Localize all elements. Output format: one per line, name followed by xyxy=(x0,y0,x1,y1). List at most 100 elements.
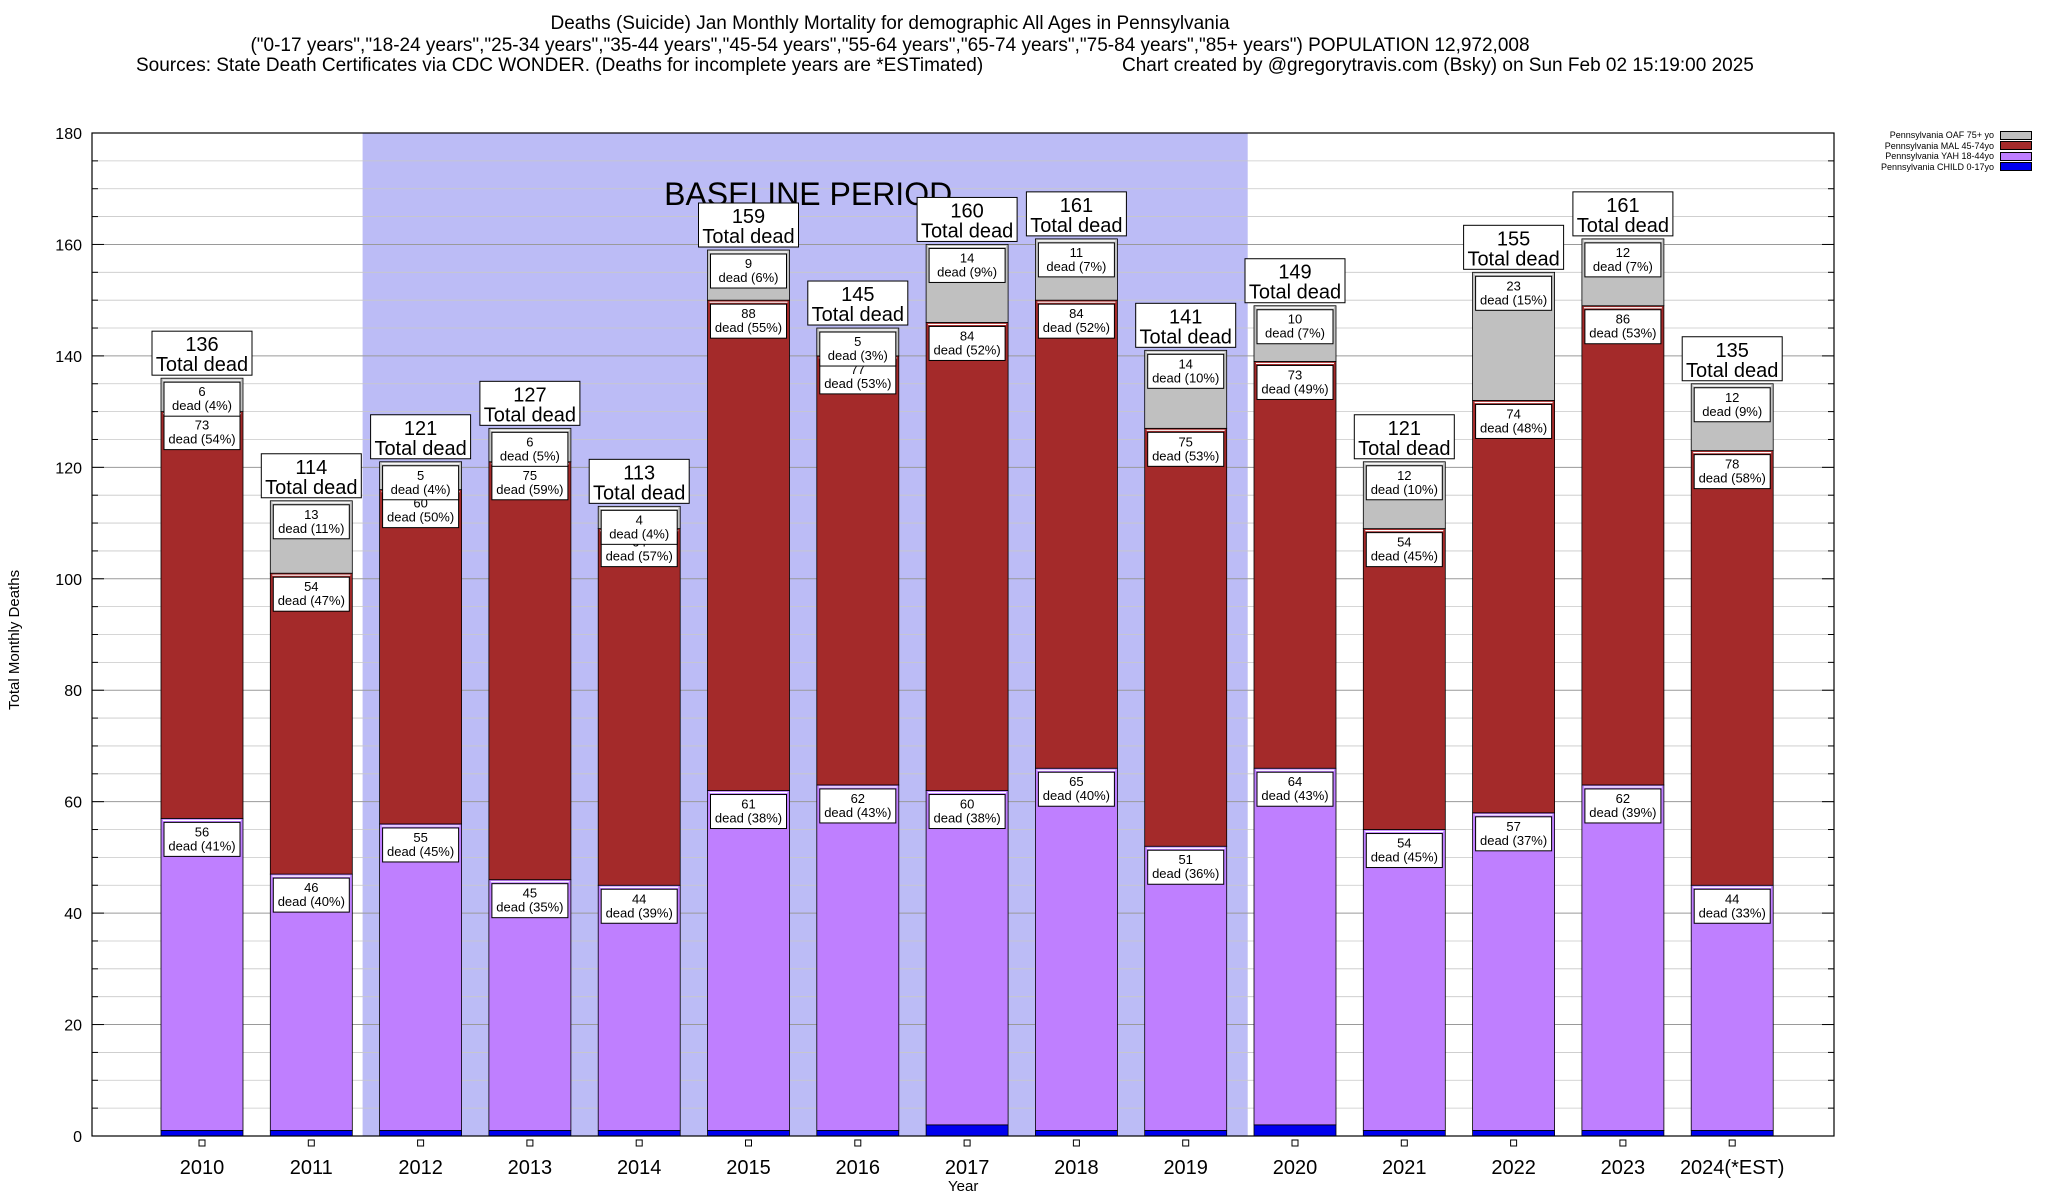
total-label-text: Total dead xyxy=(265,477,357,499)
legend-swatch xyxy=(2000,130,2032,140)
segment-label-pct: dead (3%) xyxy=(828,348,888,363)
segment-label-value: 65 xyxy=(1069,774,1083,789)
segment-label-pct: dead (35%) xyxy=(496,900,563,915)
bar-segment-mal xyxy=(379,489,463,825)
sources-text: Sources: State Death Certificates via CD… xyxy=(136,55,984,76)
segment-label-value: 55 xyxy=(413,830,427,845)
segment-label-value: 13 xyxy=(304,507,318,522)
segment-label-value: 54 xyxy=(1397,535,1411,550)
total-label-value: 145 xyxy=(841,284,874,306)
total-label-value: 160 xyxy=(950,200,983,222)
bar-segment-mal xyxy=(269,572,353,875)
segment-label-pct: dead (7%) xyxy=(1265,326,1325,341)
total-label-value: 161 xyxy=(1060,195,1093,217)
legend-label: Pennsylvania MAL 45-74yo xyxy=(1884,140,1994,151)
segment-label-box xyxy=(163,381,241,417)
total-label-value: 159 xyxy=(732,206,765,228)
segment-label-value: 23 xyxy=(1506,278,1520,293)
bar-segment-mal xyxy=(1690,450,1774,886)
segment-label-value: 57 xyxy=(1506,819,1520,834)
x-axis-marker xyxy=(198,1139,206,1147)
x-tick-label: 2017 xyxy=(945,1157,990,1179)
bar-segment-mal xyxy=(1581,305,1665,786)
segment-label-pct: dead (4%) xyxy=(609,526,669,541)
segment-label-value: 46 xyxy=(304,880,318,895)
segment-label-box xyxy=(1475,275,1553,311)
x-axis-marker xyxy=(1291,1139,1299,1147)
bar-segment-yah xyxy=(379,823,463,1131)
y-tick-label: 180 xyxy=(55,126,82,143)
total-label-box xyxy=(479,380,581,426)
bar-segment-child xyxy=(597,1130,681,1137)
segment-label-pct: dead (39%) xyxy=(1589,805,1656,820)
total-label-box xyxy=(807,280,909,326)
segment-label-value: 84 xyxy=(1069,306,1083,321)
segment-label-pct: dead (47%) xyxy=(278,593,345,608)
segment-label-pct: dead (5%) xyxy=(500,448,560,463)
bar-segment-mal xyxy=(707,299,790,791)
x-tick-label: 2019 xyxy=(1163,1157,1208,1179)
segment-label-pct: dead (45%) xyxy=(1371,850,1438,865)
credit-text: Chart created by @gregorytravis.com (Bsk… xyxy=(1122,55,1754,76)
segment-label-value: 86 xyxy=(1616,312,1630,327)
segment-label-pct: dead (7%) xyxy=(1046,259,1106,274)
bar-segment-mal xyxy=(816,355,900,786)
y-tick-label: 120 xyxy=(55,460,82,477)
bar-segment-child xyxy=(1472,1130,1555,1137)
x-axis-marker xyxy=(963,1139,971,1147)
segment-label-box xyxy=(1256,771,1334,807)
x-axis-marker xyxy=(1510,1139,1518,1147)
bar-segment-yah xyxy=(1144,845,1228,1131)
x-axis-marker xyxy=(1182,1139,1190,1147)
segment-label-value: 61 xyxy=(741,797,755,812)
total-label-box xyxy=(1025,191,1127,237)
segment-label-value: 6 xyxy=(198,384,205,399)
segment-label-box xyxy=(1256,309,1334,345)
segment-label-value: 75 xyxy=(1178,434,1192,449)
total-label-box xyxy=(151,330,253,376)
total-label-box xyxy=(1463,224,1565,270)
total-label-text: Total dead xyxy=(374,438,466,460)
segment-label-pct: dead (15%) xyxy=(1480,292,1547,307)
segment-label-pct: dead (59%) xyxy=(496,482,563,497)
x-tick-label: 2014 xyxy=(617,1157,662,1179)
segment-label-pct: dead (49%) xyxy=(1261,381,1328,396)
bar-segment-yah xyxy=(816,784,900,1131)
segment-label-value: 75 xyxy=(523,468,537,483)
bar-segment-child xyxy=(925,1124,1009,1137)
segment-label-box xyxy=(710,794,787,830)
total-label-text: Total dead xyxy=(1249,282,1341,304)
total-label-box xyxy=(916,196,1018,242)
total-label-text: Total dead xyxy=(1686,360,1778,382)
bar-segment-child xyxy=(269,1130,353,1137)
segment-label-value: 9 xyxy=(745,256,752,271)
segment-label-box xyxy=(1584,309,1662,345)
bar-segment-yah xyxy=(1253,767,1337,1126)
segment-label-box xyxy=(1693,387,1771,423)
legend-swatch xyxy=(2000,151,2032,161)
segment-label-box xyxy=(1147,431,1225,467)
segment-label-pct: dead (4%) xyxy=(172,398,232,413)
segment-label-box xyxy=(1037,242,1115,278)
y-tick-label: 100 xyxy=(55,572,82,589)
segment-label-value: 54 xyxy=(1397,836,1411,851)
y-tick-label: 20 xyxy=(64,1018,82,1035)
segment-label-pct: dead (10%) xyxy=(1152,370,1219,385)
x-axis-marker xyxy=(745,1139,752,1147)
segment-label-box xyxy=(491,883,569,919)
legend-item: Pennsylvania MAL 45-74yo xyxy=(1820,141,2032,152)
segment-label-value: 60 xyxy=(960,797,974,812)
segment-label-pct: dead (43%) xyxy=(824,805,891,820)
segment-label-value: 73 xyxy=(195,418,209,433)
y-tick-label: 80 xyxy=(64,683,82,700)
bar-segment-mal xyxy=(160,411,244,819)
total-label-value: 121 xyxy=(1388,418,1421,440)
total-label-box xyxy=(1572,191,1674,237)
segment-label-box xyxy=(1147,353,1225,389)
bar-segment-yah xyxy=(1472,812,1555,1131)
total-label-value: 161 xyxy=(1606,195,1639,217)
segment-label-box xyxy=(819,331,897,367)
total-label-value: 149 xyxy=(1278,262,1311,284)
chart-title: Deaths (Suicide) Jan Monthly Mortality f… xyxy=(550,13,1230,34)
segment-label-value: 45 xyxy=(523,886,537,901)
